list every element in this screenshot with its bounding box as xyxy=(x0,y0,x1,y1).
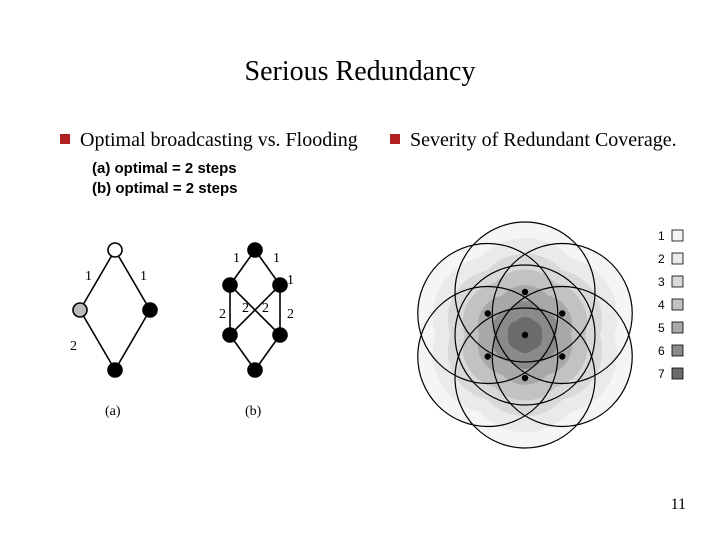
bullet-square-icon xyxy=(60,134,70,144)
svg-text:5: 5 xyxy=(658,321,665,335)
svg-text:2: 2 xyxy=(262,301,269,316)
svg-text:(a): (a) xyxy=(105,404,121,419)
svg-text:4: 4 xyxy=(658,298,665,312)
svg-text:(b): (b) xyxy=(245,404,262,419)
left-column: Optimal broadcasting vs. Flooding (a) op… xyxy=(60,128,360,200)
slide-title: Serious Redundancy xyxy=(0,56,720,88)
svg-text:3: 3 xyxy=(658,275,665,289)
bullet-left-subs: (a) optimal = 2 steps (b) optimal = 2 st… xyxy=(92,159,360,200)
svg-text:2: 2 xyxy=(242,301,249,316)
svg-text:7: 7 xyxy=(658,367,665,381)
svg-text:1: 1 xyxy=(273,251,280,266)
bullet-square-icon xyxy=(390,134,400,144)
svg-text:2: 2 xyxy=(287,307,294,322)
bullet-left-text: Optimal broadcasting vs. Flooding xyxy=(80,128,358,153)
sub-a: (a) optimal = 2 steps xyxy=(92,159,360,179)
bullet-left: Optimal broadcasting vs. Flooding xyxy=(60,128,360,153)
svg-text:1: 1 xyxy=(140,269,147,284)
svg-text:1: 1 xyxy=(658,229,665,243)
optimal-vs-flooding-graphs: 1121112222(a)(b) xyxy=(60,230,300,455)
bullet-right-text: Severity of Redundant Coverage. xyxy=(410,128,677,153)
svg-text:2: 2 xyxy=(219,307,226,322)
bullet-right: Severity of Redundant Coverage. xyxy=(390,128,690,153)
svg-text:1: 1 xyxy=(287,273,294,288)
svg-text:6: 6 xyxy=(658,344,665,358)
right-column: Severity of Redundant Coverage. xyxy=(390,128,690,153)
page-number: 11 xyxy=(671,496,686,514)
sub-b: (b) optimal = 2 steps xyxy=(92,179,360,199)
graphs-svg: 1121112222(a)(b) xyxy=(60,230,300,450)
svg-text:2: 2 xyxy=(70,339,77,354)
svg-text:1: 1 xyxy=(85,269,92,284)
coverage-svg: 1 2 3 4 5 6 7 xyxy=(380,175,710,485)
svg-text:2: 2 xyxy=(658,252,665,266)
redundant-coverage-diagram: 1 2 3 4 5 6 7 xyxy=(380,175,710,490)
svg-text:1: 1 xyxy=(233,251,240,266)
